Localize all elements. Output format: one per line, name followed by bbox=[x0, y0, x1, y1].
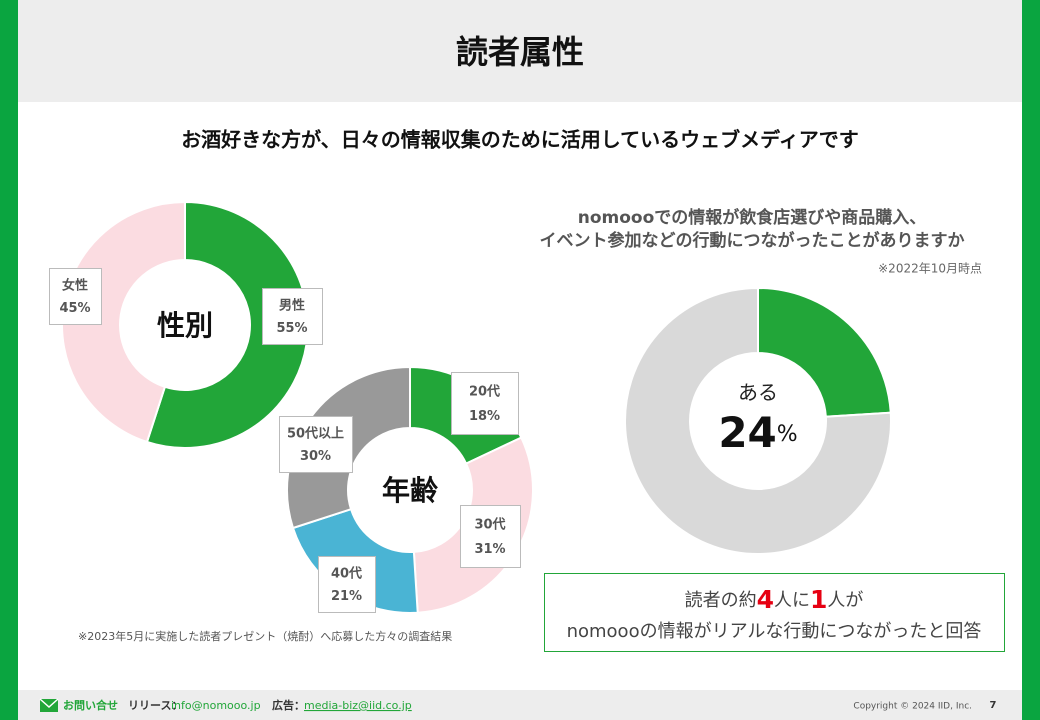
callout-box bbox=[544, 573, 1005, 652]
page-number: 7 bbox=[990, 700, 997, 711]
copyright: Copyright © 2024 IID, Inc. bbox=[853, 702, 972, 712]
frame-left bbox=[0, 0, 18, 720]
footer-bg bbox=[18, 690, 1022, 720]
frame-right bbox=[1022, 0, 1040, 720]
callout-line: 読者の約4人に1人が bbox=[685, 585, 864, 614]
label-box bbox=[451, 372, 519, 435]
callout-line: nomoooの情報がリアルな行動につながったと回答 bbox=[567, 621, 982, 642]
chart-title: nomoooでの情報が飲食店選びや商品購入、 bbox=[578, 207, 927, 228]
segment-value: 30% bbox=[300, 449, 331, 464]
label-box bbox=[262, 288, 323, 345]
label-box bbox=[279, 416, 353, 473]
footer-label: 広告： bbox=[272, 698, 305, 712]
callout-number: 4 bbox=[757, 585, 774, 614]
label-box bbox=[460, 505, 521, 568]
center-value-unit: % bbox=[777, 422, 798, 447]
donut-hole bbox=[120, 260, 250, 390]
mail-icon-flap bbox=[39, 698, 59, 709]
callout-number: 1 bbox=[810, 585, 827, 614]
footer-label: リリース： bbox=[128, 699, 182, 712]
chart-title: イベント参加などの行動につながったことがありますか bbox=[540, 230, 965, 251]
segment-value: 21% bbox=[331, 589, 362, 604]
subtitle: お酒好きな方が、日々の情報収集のために活用しているウェブメディアです bbox=[181, 128, 859, 152]
segment-label: 30代 bbox=[474, 516, 505, 532]
segment-label: 女性 bbox=[62, 277, 88, 293]
page-title: 読者属性 bbox=[456, 33, 584, 71]
callout-text: 人が bbox=[827, 590, 863, 611]
callout-text: 読者の約 bbox=[685, 590, 757, 611]
footer-email[interactable]: info@nomooo.jp bbox=[171, 699, 261, 712]
center-label: 性別 bbox=[157, 309, 213, 342]
footer-contact: お問い合せ bbox=[63, 698, 118, 712]
footer-email[interactable]: media-biz@iid.co.jp bbox=[304, 699, 412, 712]
center-value: 24% bbox=[718, 408, 797, 457]
center-label: 年齢 bbox=[382, 474, 438, 507]
segment-label: 男性 bbox=[279, 297, 305, 313]
center-label: ある bbox=[738, 381, 778, 405]
center-value-number: 24 bbox=[718, 408, 776, 457]
label-box bbox=[49, 268, 102, 325]
segment-value: 45% bbox=[59, 301, 90, 316]
label-box bbox=[318, 556, 376, 613]
segment-label: 50代以上 bbox=[287, 425, 344, 441]
donut-segment bbox=[757, 286, 892, 418]
header-bg bbox=[18, 0, 1022, 102]
segment-label: 40代 bbox=[331, 565, 362, 581]
segment-value: 31% bbox=[474, 542, 505, 557]
chart-note: ※2022年10月時点 bbox=[878, 262, 982, 276]
survey-note: ※2023年5月に実施した読者プレゼント（焼酎）へ応募した方々の調査結果 bbox=[78, 629, 452, 643]
callout-text: 人に bbox=[774, 590, 810, 611]
donut-hole bbox=[690, 353, 826, 489]
segment-value: 55% bbox=[276, 321, 307, 336]
donut-hole bbox=[348, 428, 472, 552]
donut-segment bbox=[61, 200, 186, 444]
segment-label: 20代 bbox=[469, 383, 500, 399]
segment-value: 18% bbox=[469, 409, 500, 424]
